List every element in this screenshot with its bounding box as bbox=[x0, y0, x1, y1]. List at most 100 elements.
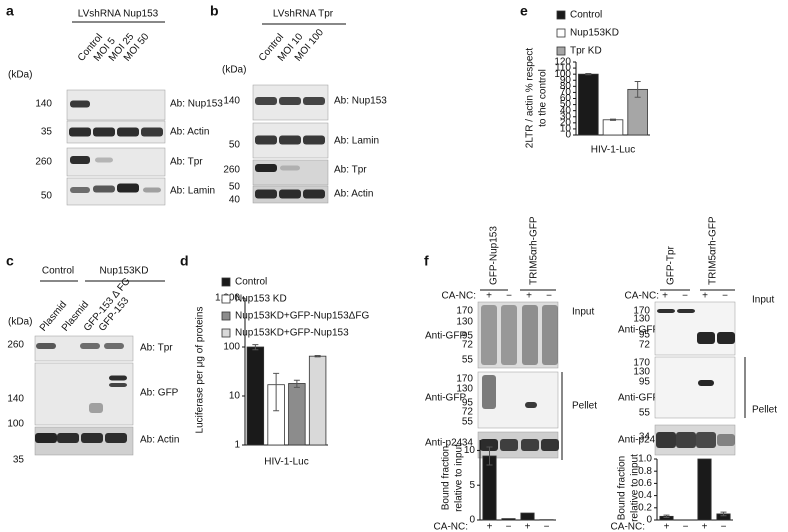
bar bbox=[501, 518, 516, 521]
label: CA-NC: bbox=[442, 291, 476, 302]
band bbox=[81, 433, 103, 443]
label: 130 bbox=[456, 317, 473, 328]
legend-swatch bbox=[556, 28, 566, 38]
band bbox=[89, 403, 103, 413]
band bbox=[542, 305, 558, 365]
x-tick-label: + bbox=[702, 522, 708, 532]
error-bar bbox=[663, 514, 670, 519]
label: 170 bbox=[633, 358, 650, 369]
bar bbox=[578, 73, 599, 136]
bar bbox=[308, 355, 327, 446]
legend-label: Control bbox=[235, 277, 267, 288]
error-bar bbox=[486, 446, 493, 466]
label: + bbox=[702, 291, 708, 302]
label: 140 bbox=[35, 99, 52, 110]
band bbox=[696, 432, 716, 448]
label: − bbox=[722, 291, 728, 302]
band bbox=[70, 100, 90, 108]
band bbox=[656, 432, 676, 448]
band bbox=[303, 97, 325, 105]
band bbox=[93, 127, 115, 137]
label: 50 bbox=[229, 140, 241, 151]
label: 95 bbox=[462, 398, 474, 409]
legend-swatch bbox=[221, 311, 231, 321]
blot bbox=[34, 362, 134, 426]
label: − bbox=[546, 291, 552, 302]
y-tick-label: 1 bbox=[234, 440, 240, 451]
blot bbox=[654, 356, 736, 419]
label: 170 bbox=[633, 306, 650, 317]
legend-label: Control bbox=[570, 10, 602, 21]
panel-letter: d bbox=[180, 253, 189, 269]
legend-swatch bbox=[221, 294, 231, 304]
label: 140 bbox=[223, 96, 240, 107]
label: 130 bbox=[633, 314, 650, 325]
band bbox=[697, 332, 715, 344]
x-tick-label: − bbox=[721, 522, 727, 532]
band bbox=[255, 97, 277, 105]
legend-label: Nup153 KD bbox=[235, 294, 287, 305]
label: 34 bbox=[462, 438, 474, 449]
panel-letter: a bbox=[6, 3, 14, 19]
y-tick-label: 40 bbox=[560, 105, 572, 116]
lane-label: GFP-Nup153 bbox=[489, 226, 500, 285]
error-bar bbox=[585, 73, 592, 76]
y-tick-label: 120 bbox=[554, 57, 571, 68]
band bbox=[57, 433, 79, 443]
label: 170 bbox=[456, 374, 473, 385]
y-axis-label: relative to input bbox=[630, 454, 641, 522]
label: 95 bbox=[639, 330, 651, 341]
label: Ab: GFP bbox=[140, 388, 179, 399]
label: + bbox=[526, 291, 532, 302]
band bbox=[657, 309, 675, 313]
y-tick-label: 60 bbox=[560, 93, 572, 104]
label: 260 bbox=[7, 340, 24, 351]
label: Ab: Actin bbox=[170, 127, 209, 138]
error-bar bbox=[610, 118, 616, 121]
x-axis-label: CA-NC: bbox=[611, 522, 645, 532]
band bbox=[104, 343, 124, 349]
band bbox=[95, 157, 113, 163]
error-bar bbox=[720, 511, 727, 517]
band bbox=[541, 439, 559, 451]
label: 40 bbox=[229, 195, 241, 206]
bar bbox=[482, 455, 497, 521]
band bbox=[279, 135, 301, 145]
label: Ab: Tpr bbox=[334, 165, 367, 176]
label: − bbox=[506, 291, 512, 302]
label: 170 bbox=[456, 306, 473, 317]
band bbox=[676, 432, 696, 448]
band bbox=[36, 343, 56, 349]
y-axis-label: to the control bbox=[538, 69, 549, 127]
band bbox=[522, 305, 538, 365]
band bbox=[279, 97, 301, 105]
lane-label: TRIM5αrh-GFP bbox=[529, 216, 540, 285]
label: (kDa) bbox=[8, 317, 32, 328]
bar bbox=[288, 383, 306, 446]
y-axis-label: Bound fraction bbox=[617, 456, 628, 521]
bar bbox=[602, 119, 624, 136]
label: (kDa) bbox=[8, 70, 32, 81]
label: Anti-GFP bbox=[425, 331, 466, 342]
label: 55 bbox=[462, 355, 474, 366]
y-tick-label: 90 bbox=[560, 75, 572, 86]
x-tick-label: HIV-1-Luc bbox=[591, 145, 635, 156]
label: Nup153KD bbox=[100, 266, 149, 277]
label: Ab: Actin bbox=[140, 435, 179, 446]
band bbox=[255, 164, 277, 172]
label: 140 bbox=[7, 394, 24, 405]
label: Control bbox=[42, 266, 74, 277]
label: Ab: Tpr bbox=[170, 157, 203, 168]
band bbox=[109, 383, 127, 387]
label: Pellet bbox=[752, 405, 777, 416]
band bbox=[117, 183, 139, 193]
label: − bbox=[682, 291, 688, 302]
label: LVshRNA Tpr bbox=[273, 9, 334, 20]
label: 72 bbox=[462, 340, 474, 351]
y-tick-label: 0 bbox=[469, 515, 475, 526]
y-tick-label: 80 bbox=[560, 81, 572, 92]
label: + bbox=[662, 291, 668, 302]
blot bbox=[252, 159, 329, 186]
panel-letter: f bbox=[424, 253, 429, 269]
